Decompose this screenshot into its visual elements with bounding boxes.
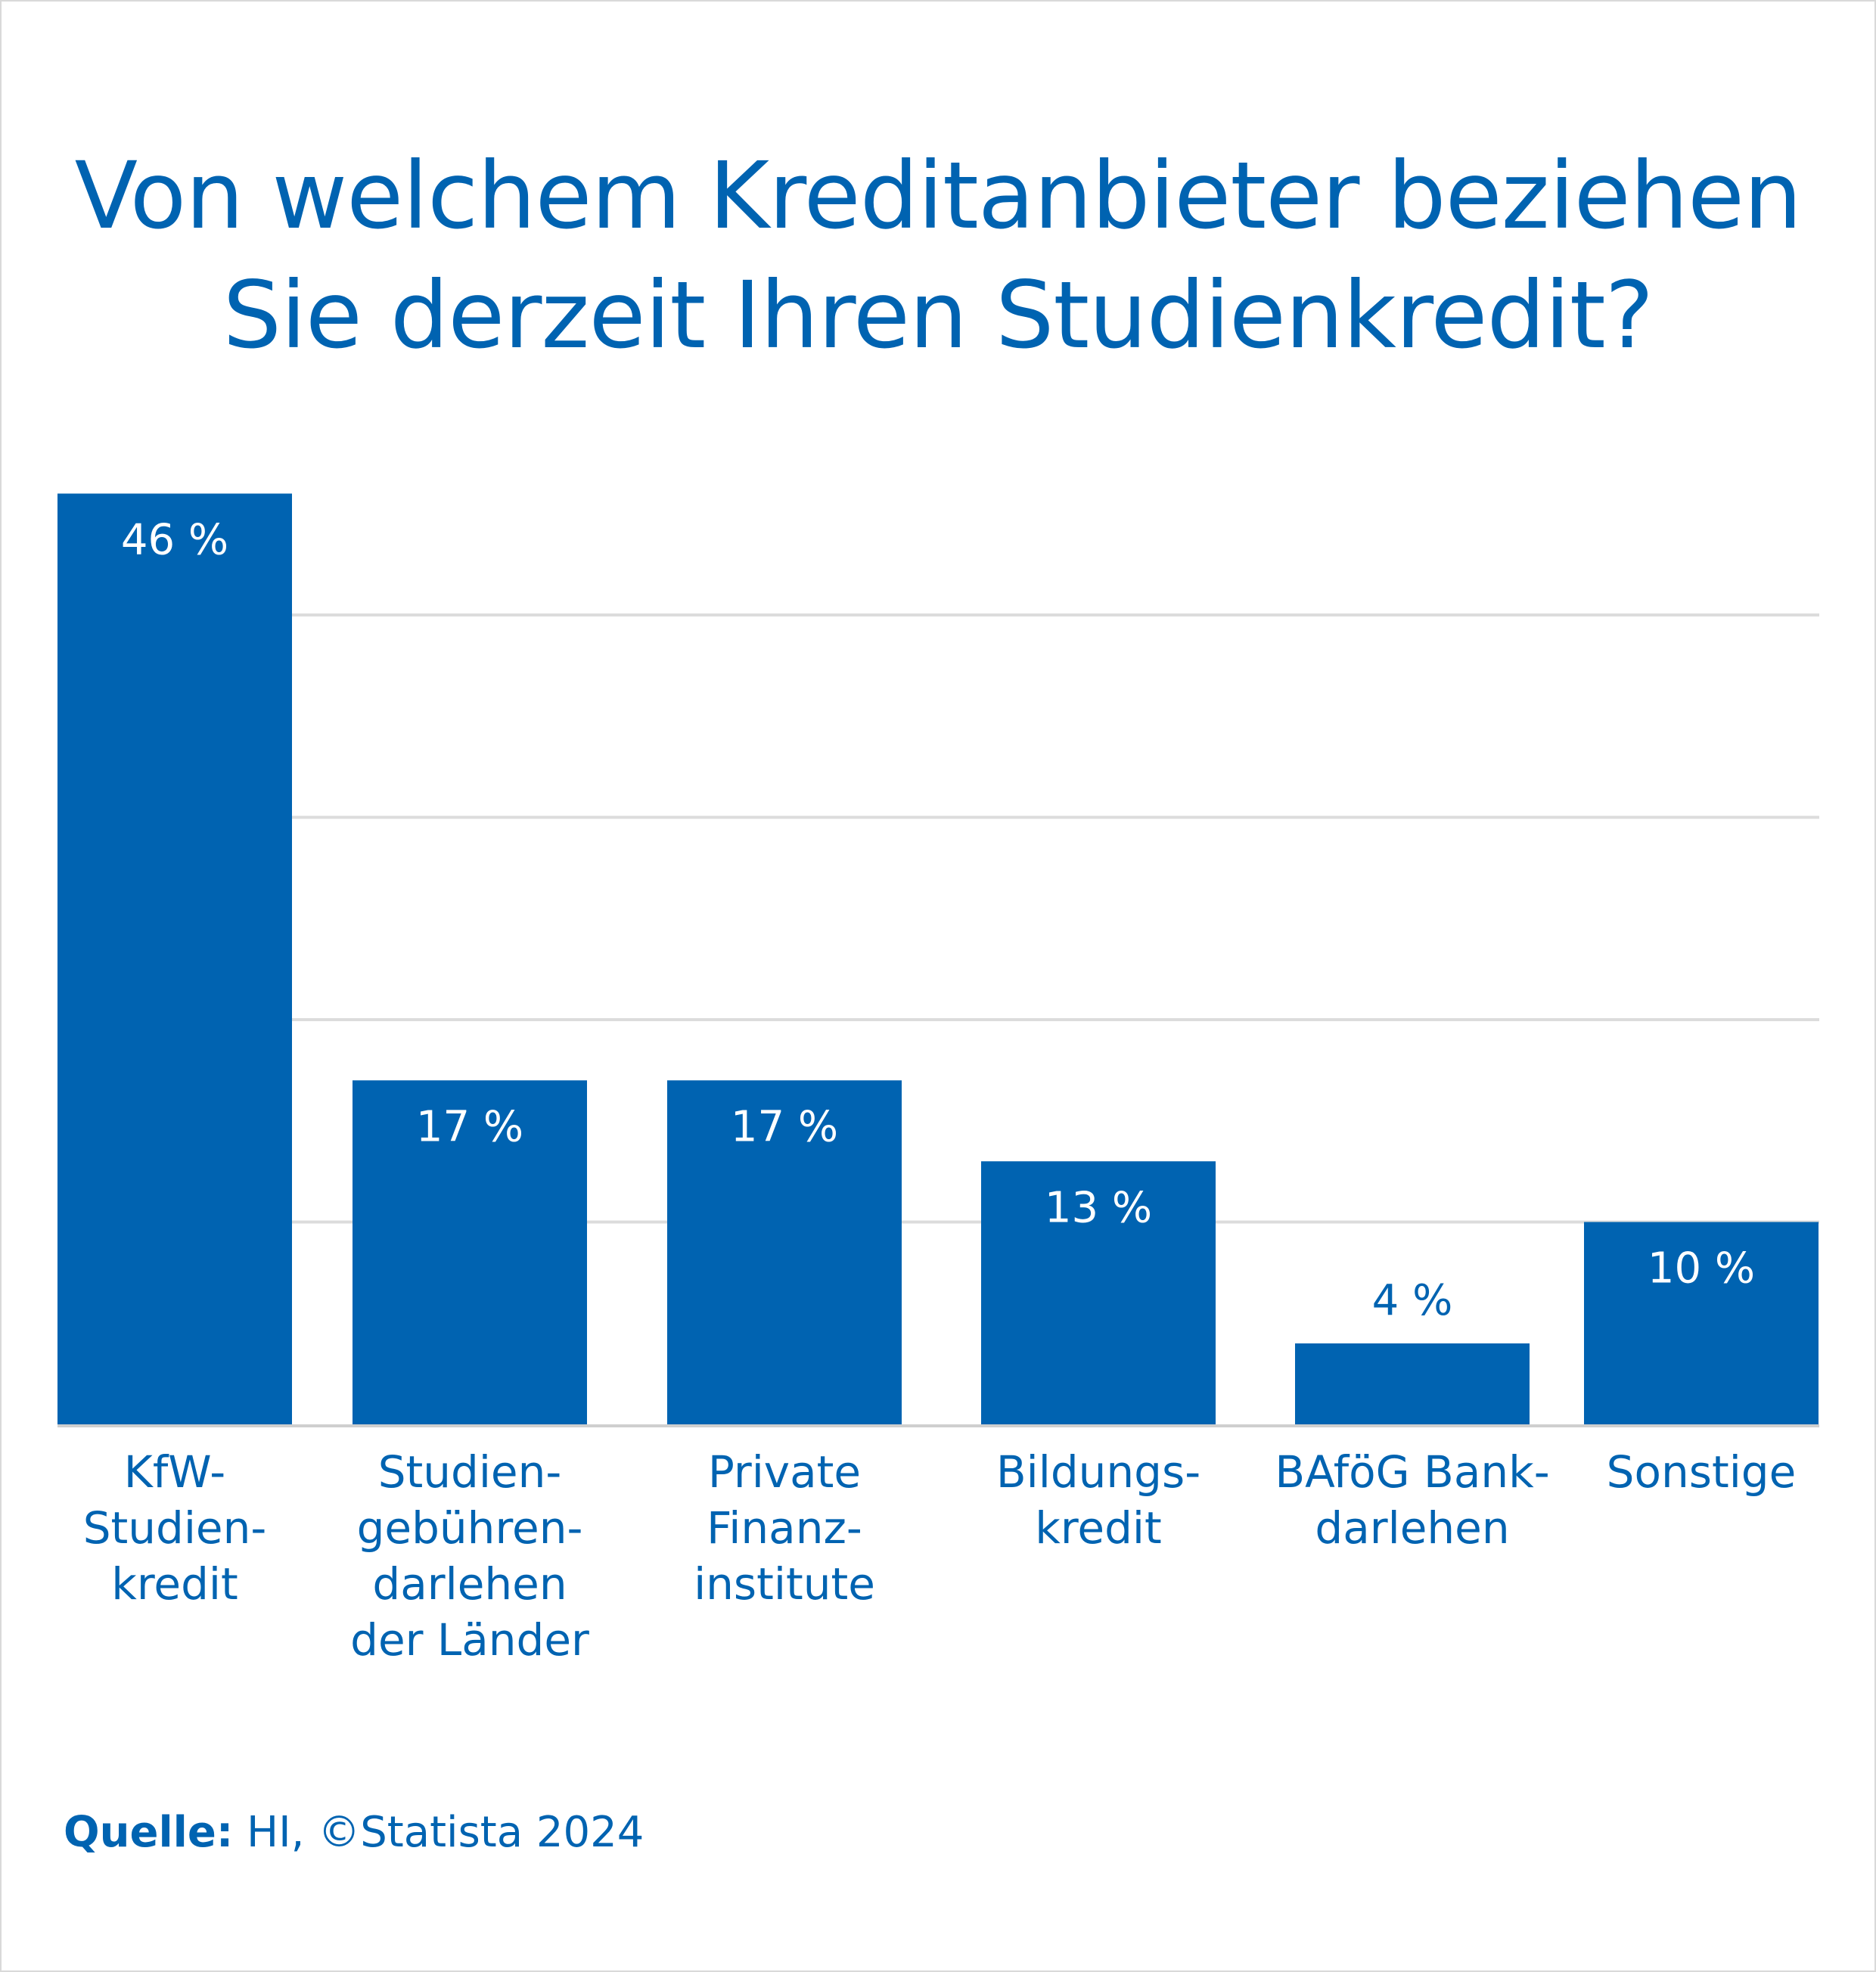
bar-chart: 46 %17 % 17 %13 %4 %10 % KfW-Studien-kred…	[57, 493, 1819, 1666]
category-label-5-line-0: Sonstige	[1607, 1446, 1797, 1498]
bar-2	[667, 1080, 902, 1424]
category-label-4-line-0: BAföG Bank-	[1275, 1446, 1549, 1498]
category-label-2-line-2: institute	[694, 1558, 875, 1610]
category-label-0-line-1: Studien-	[83, 1502, 267, 1554]
bars: 46 % 17 % 17 % 13 % 4 % 10 %	[57, 493, 1819, 1424]
category-label-0-line-2: kredit	[111, 1558, 238, 1610]
bar-5	[1584, 1222, 1819, 1424]
category-label-2-line-0: Private	[708, 1446, 861, 1498]
gridlines	[57, 613, 1819, 1224]
category-label-2-line-1: Finanz-	[707, 1502, 862, 1554]
chart-title-line-2: Sie derzeit Ihren Studienkredit?	[222, 262, 1654, 369]
source-text: HI, ©Statista 2024	[247, 1808, 644, 1857]
bar-value-label-4: 4 %	[1372, 1276, 1453, 1325]
chart-title-line-1: Von welchem Kreditanbieter beziehen	[74, 142, 1803, 250]
category-labels: KfW-Studien-kreditStudien-gebühren-darle…	[83, 1446, 1797, 1666]
category-label-0-line-0: KfW-	[124, 1446, 225, 1498]
bar-1	[353, 1080, 587, 1424]
category-label-3-line-1: kredit	[1035, 1502, 1162, 1554]
bar-value-label-0: 46 %	[121, 516, 228, 565]
source-note: Quelle: HI, ©Statista 2024	[64, 1808, 644, 1857]
bar-value-label-5: 10 %	[1648, 1244, 1755, 1293]
bar-value-label-1: 17 %	[416, 1102, 523, 1151]
bar-3	[981, 1161, 1216, 1424]
bar-value-label-2: 17 %	[731, 1102, 838, 1151]
category-label-3-line-0: Bildungs-	[996, 1446, 1200, 1498]
bar-value-label-3: 13 %	[1045, 1183, 1152, 1232]
category-label-1-line-0: Studien-	[378, 1446, 562, 1498]
category-label-4-line-1: darlehen	[1315, 1502, 1509, 1554]
bar-0	[57, 493, 292, 1424]
chart-title: Von welchem Kreditanbieter beziehen Sie …	[0, 136, 1876, 375]
category-label-1-line-1: gebühren-	[357, 1502, 583, 1554]
source-label: Quelle:	[64, 1808, 234, 1857]
category-label-1-line-2: darlehen	[372, 1558, 567, 1610]
bar-4	[1295, 1343, 1530, 1424]
category-label-1-line-3: der Länder	[350, 1614, 589, 1666]
